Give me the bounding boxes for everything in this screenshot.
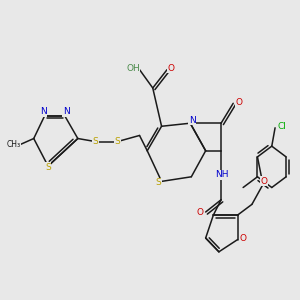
Text: OH: OH	[126, 64, 140, 73]
Text: O: O	[239, 234, 247, 243]
Text: O: O	[235, 98, 242, 107]
Text: N: N	[63, 107, 70, 116]
Text: S: S	[156, 178, 161, 187]
Text: CH₃: CH₃	[7, 140, 21, 149]
Text: S: S	[93, 137, 98, 146]
Text: O: O	[168, 64, 175, 73]
Text: NH: NH	[215, 170, 228, 179]
Text: S: S	[45, 163, 51, 172]
Text: O: O	[197, 208, 204, 217]
Text: N: N	[40, 107, 46, 116]
Text: S: S	[115, 137, 120, 146]
Text: N: N	[189, 116, 195, 125]
Text: O: O	[261, 177, 268, 186]
Text: Cl: Cl	[277, 122, 286, 131]
